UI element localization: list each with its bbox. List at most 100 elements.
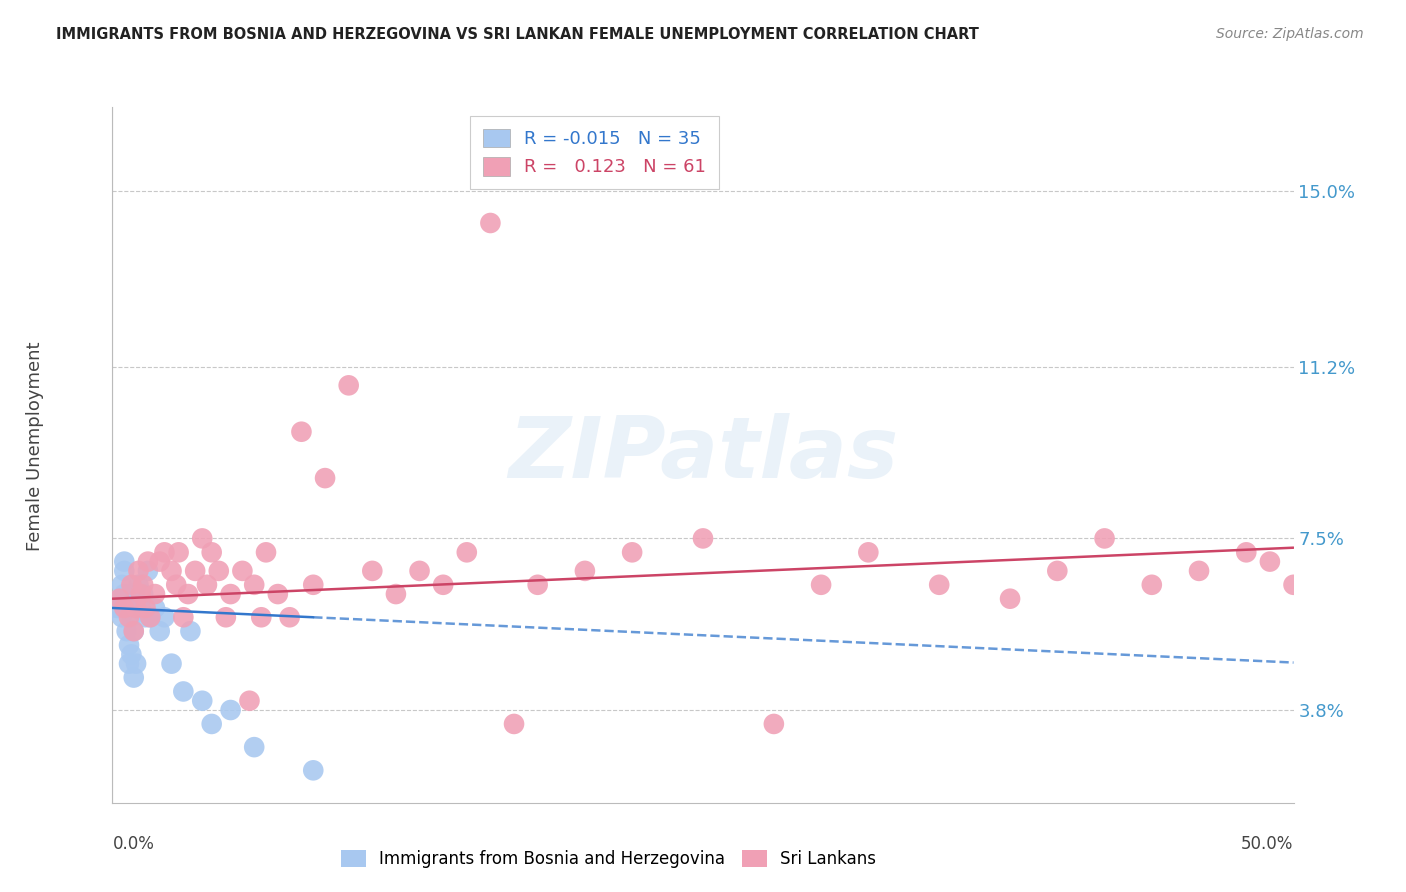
Point [125, 591, 148, 606]
Text: 0.0%: 0.0% [112, 835, 155, 854]
Point [127, 564, 149, 578]
Point [153, 545, 176, 559]
Text: Source: ZipAtlas.com: Source: ZipAtlas.com [1216, 27, 1364, 41]
Point [139, 610, 162, 624]
Point [361, 564, 384, 578]
Point [120, 648, 142, 662]
Point [219, 587, 242, 601]
Point [111, 610, 134, 624]
Point [191, 694, 214, 708]
Point [250, 610, 273, 624]
Point [112, 587, 135, 601]
Point [120, 610, 142, 624]
Point [1140, 578, 1163, 592]
Point [290, 425, 312, 439]
Point [118, 638, 141, 652]
Point [215, 610, 238, 624]
Text: ZIPatlas: ZIPatlas [508, 413, 898, 497]
Point [1094, 532, 1116, 546]
Point [132, 578, 155, 592]
Point [302, 764, 325, 778]
Point [479, 216, 502, 230]
Point [165, 578, 187, 592]
Point [132, 587, 155, 601]
Point [112, 555, 135, 569]
Point [129, 601, 152, 615]
Point [111, 578, 134, 592]
Point [314, 471, 336, 485]
Point [143, 587, 166, 601]
Point [267, 587, 290, 601]
Point [692, 532, 714, 546]
Point [108, 591, 131, 606]
Point [526, 578, 548, 592]
Point [122, 624, 145, 639]
Point [112, 564, 135, 578]
Point [998, 591, 1021, 606]
Point [122, 671, 145, 685]
Point [149, 624, 172, 639]
Point [208, 564, 231, 578]
Text: 50.0%: 50.0% [1241, 835, 1294, 854]
Point [928, 578, 950, 592]
Point [122, 624, 145, 639]
Point [179, 624, 201, 639]
Point [337, 378, 360, 392]
Point [243, 578, 266, 592]
Point [191, 532, 214, 546]
Point [302, 578, 325, 592]
Point [120, 578, 142, 592]
Point [139, 610, 162, 624]
Point [129, 587, 152, 601]
Legend: Immigrants from Bosnia and Herzegovina, Sri Lankans: Immigrants from Bosnia and Herzegovina, … [335, 843, 883, 874]
Point [621, 545, 644, 559]
Point [172, 610, 194, 624]
Point [160, 657, 183, 671]
Point [1258, 555, 1281, 569]
Point [1282, 578, 1305, 592]
Point [238, 694, 260, 708]
Point [278, 610, 301, 624]
Point [115, 601, 138, 615]
Point [136, 564, 159, 578]
Point [177, 587, 200, 601]
Point [143, 601, 166, 615]
Text: Female Unemployment: Female Unemployment [27, 342, 44, 550]
Point [762, 717, 785, 731]
Point [810, 578, 832, 592]
Point [201, 717, 224, 731]
Point [127, 578, 149, 592]
Point [118, 610, 141, 624]
Point [184, 564, 207, 578]
Point [1046, 564, 1069, 578]
Point [1188, 564, 1211, 578]
Point [108, 591, 131, 606]
Point [135, 610, 157, 624]
Text: IMMIGRANTS FROM BOSNIA AND HERZEGOVINA VS SRI LANKAN FEMALE UNEMPLOYMENT CORRELA: IMMIGRANTS FROM BOSNIA AND HERZEGOVINA V… [56, 27, 979, 42]
Point [1234, 545, 1257, 559]
Point [574, 564, 596, 578]
Point [243, 740, 266, 755]
Point [254, 545, 277, 559]
Point [172, 684, 194, 698]
Point [118, 657, 141, 671]
Point [219, 703, 242, 717]
Point [149, 555, 172, 569]
Point [201, 545, 224, 559]
Point [503, 717, 526, 731]
Point [118, 587, 141, 601]
Point [432, 578, 454, 592]
Point [125, 601, 148, 615]
Point [105, 601, 128, 615]
Point [456, 545, 478, 559]
Point [125, 657, 148, 671]
Point [115, 624, 138, 639]
Point [231, 564, 253, 578]
Point [160, 564, 183, 578]
Point [858, 545, 880, 559]
Point [136, 555, 159, 569]
Point [153, 610, 176, 624]
Point [385, 587, 408, 601]
Point [167, 545, 190, 559]
Point [408, 564, 430, 578]
